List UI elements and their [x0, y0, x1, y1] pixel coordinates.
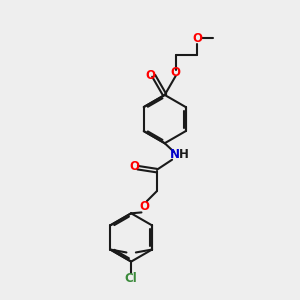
- Text: O: O: [171, 66, 181, 80]
- Text: O: O: [192, 32, 202, 45]
- Text: H: H: [179, 148, 189, 161]
- Text: Cl: Cl: [125, 272, 137, 285]
- Text: O: O: [145, 69, 155, 82]
- Text: O: O: [129, 160, 139, 173]
- Text: O: O: [140, 200, 149, 213]
- Text: N: N: [170, 148, 180, 161]
